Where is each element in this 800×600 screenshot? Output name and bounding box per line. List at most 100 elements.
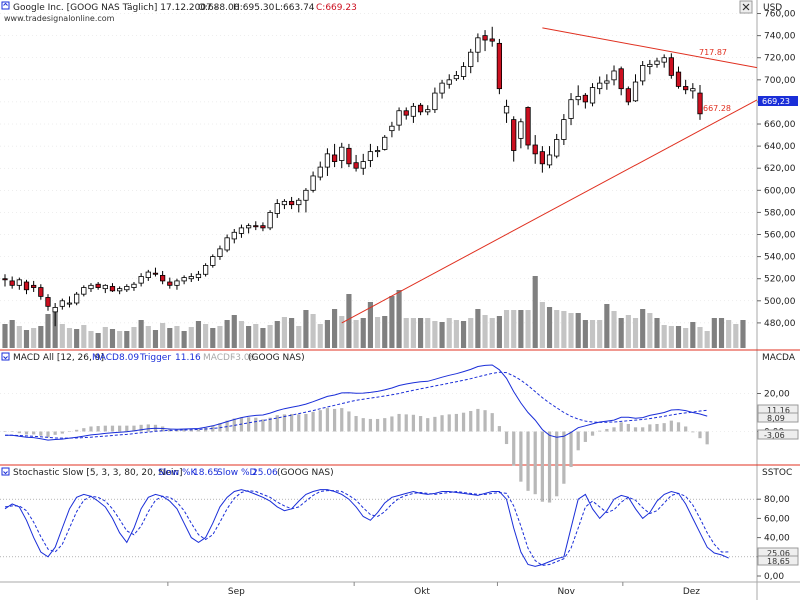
close-button[interactable]: [739, 0, 753, 14]
trendline: [542, 27, 758, 69]
volume-bar: [160, 323, 166, 348]
macd-histogram-bar: [3, 431, 7, 432]
volume-bar: [704, 331, 710, 348]
volume-bar: [102, 327, 108, 348]
price-tick-label: 560,00: [764, 231, 796, 241]
volume-bar: [124, 331, 130, 348]
stochastic-chevron-icon: [3, 471, 8, 475]
candle-body: [425, 109, 431, 113]
macd-histogram-bar: [118, 425, 122, 432]
macd-histogram-bar: [490, 413, 494, 432]
last-price-badge: [758, 96, 798, 106]
macd-histogram-bar: [390, 416, 394, 432]
volume-bar: [460, 321, 467, 348]
macd-histogram-bar: [325, 408, 330, 432]
macd-histogram-bar: [662, 423, 666, 432]
slow-k-line: [4, 489, 729, 567]
volume-bar: [475, 309, 481, 348]
macd-collapse-icon[interactable]: [1, 352, 10, 361]
trigger-legend-name: Trigger: [139, 353, 171, 363]
macd-histogram-bar: [590, 431, 595, 436]
macd-histogram-bar: [132, 425, 136, 432]
candle-body: [439, 82, 445, 94]
candle-body: [417, 104, 424, 113]
volume-bar: [568, 313, 574, 348]
candle-body: [281, 200, 288, 206]
candle-body: [16, 279, 22, 286]
macd-histogram-bar: [60, 431, 64, 434]
volume-bar: [489, 318, 495, 348]
candle-body: [690, 88, 696, 92]
stochastic-tick-label: 40,00: [764, 534, 790, 544]
volume-bar: [382, 316, 388, 348]
candle-body: [324, 153, 331, 168]
macd-histogram-bar: [533, 431, 537, 495]
chart-title: Google Inc. [GOOG NAS Täglich] 17.12.200…: [13, 3, 218, 13]
stochastic-legend-suffix: (GOOG NAS): [277, 468, 334, 478]
volume-bar: [360, 318, 366, 348]
candle-body: [410, 105, 417, 117]
macd-histogram-bar: [626, 423, 630, 432]
stochastic-collapse-icon[interactable]: [1, 467, 10, 476]
stochastic-grid: [0, 498, 757, 558]
collapse-icon[interactable]: [1, 1, 10, 10]
candle-body: [683, 86, 689, 91]
volume-bar: [310, 314, 316, 348]
macd-histogram-bar: [612, 427, 616, 432]
candle-body: [468, 51, 474, 67]
trigger-line: [5, 371, 708, 439]
volume-bar: [546, 307, 553, 348]
volume-bar: [525, 310, 531, 348]
volume-bar: [253, 324, 259, 348]
volume-bar: [518, 310, 524, 348]
candle-body: [109, 286, 116, 292]
candle-body: [546, 154, 553, 166]
candle-body: [253, 225, 259, 228]
volume-bar: [446, 318, 452, 348]
candle-body: [23, 281, 30, 291]
macd-histogram-bar: [24, 431, 29, 435]
ohlc-high: H:695.30: [233, 3, 275, 13]
slowd-legend-value: 25.06: [252, 468, 278, 478]
macd-histogram-bar: [512, 431, 516, 466]
chevron-icon: [3, 2, 8, 6]
volume-bar: [52, 310, 58, 348]
macd-histogram-bar: [404, 414, 408, 432]
macd-histogram-bar: [318, 410, 322, 432]
price-tick-label: 620,00: [764, 164, 796, 174]
candle-body: [274, 203, 280, 214]
volume-bar: [324, 320, 331, 348]
price-tick-label: 540,00: [764, 253, 796, 263]
macd-histogram-bar: [655, 423, 659, 432]
stochastic-title: Stochastic Slow [5, 3, 3, 80, 20, Nein]: [13, 468, 183, 478]
candle-body: [668, 57, 674, 76]
macd-value-label: 8,09: [767, 414, 785, 423]
macd-histogram-bar: [304, 413, 308, 432]
volume-bar: [539, 302, 545, 348]
volume-bar: [38, 326, 44, 348]
volume-bar: [403, 318, 409, 348]
volume-bar: [95, 333, 101, 348]
candle-body: [511, 119, 517, 151]
candle-body: [231, 231, 237, 240]
candle-body: [503, 105, 510, 114]
volume-bar: [661, 325, 667, 348]
macd-chevron-icon: [3, 356, 8, 360]
macd-histogram-bar: [375, 418, 380, 432]
candle-body: [640, 65, 646, 82]
volume-bar: [697, 327, 703, 348]
time-tick-label: Nov: [557, 587, 575, 597]
macd-histogram-bar: [641, 427, 645, 432]
macdf-legend-value: -3.06: [232, 353, 256, 363]
macd-histogram-bar: [648, 424, 652, 432]
macdf-legend-name: MACDF: [203, 353, 235, 363]
volume-bar: [188, 327, 194, 348]
volume-bar: [224, 320, 230, 348]
macd-histogram-bar: [698, 431, 702, 439]
macd-histogram-bar: [282, 414, 287, 432]
macd-histogram-bar: [555, 431, 559, 497]
candle-body: [661, 57, 667, 63]
candle-body: [489, 38, 495, 42]
trigger-value-label: 11,16: [767, 406, 790, 415]
candle-body: [138, 276, 144, 284]
